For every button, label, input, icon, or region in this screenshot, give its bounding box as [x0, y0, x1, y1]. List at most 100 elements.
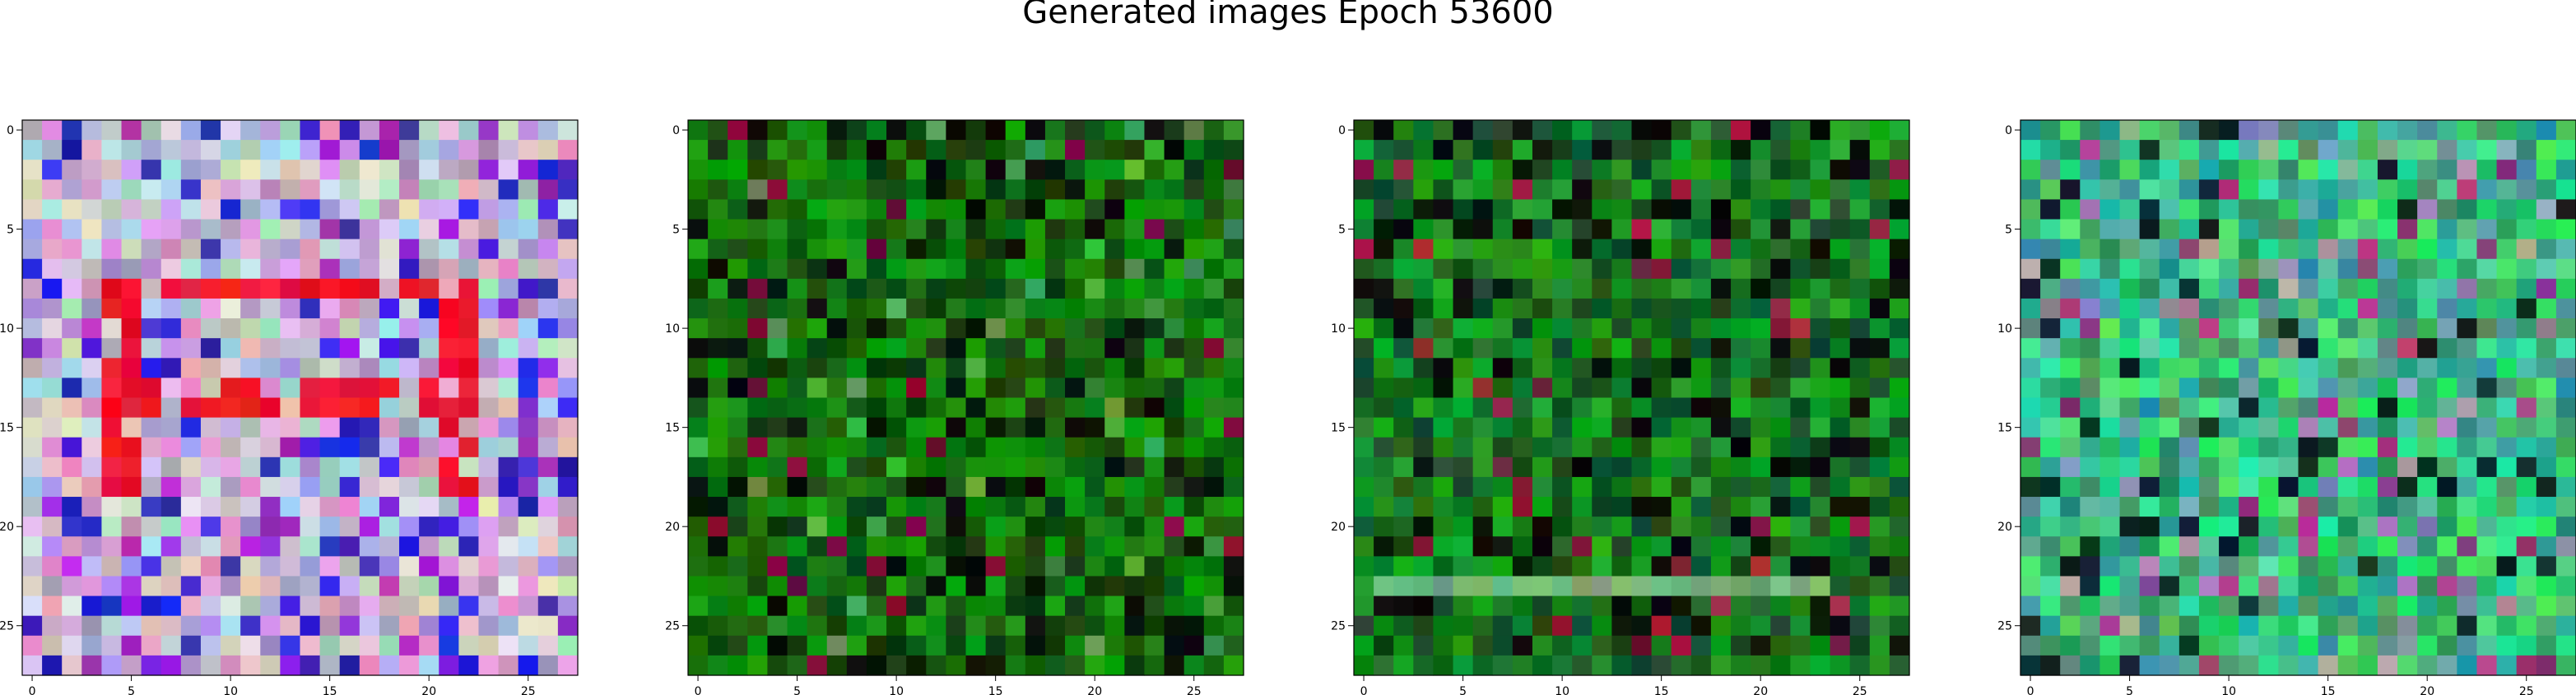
pixel: [1104, 358, 1125, 378]
pixel: [160, 456, 182, 478]
pixel: [985, 120, 1007, 141]
pixel: [688, 278, 709, 299]
pixel: [2397, 635, 2418, 656]
pixel: [926, 298, 946, 319]
pixel: [1889, 397, 1910, 419]
pixel: [81, 318, 103, 339]
pixel: [1830, 219, 1851, 240]
pixel: [1790, 397, 1811, 419]
pixel: [1869, 199, 1890, 220]
pixel: [2496, 615, 2518, 637]
generated-image-3: [1354, 120, 1910, 676]
pixel: [498, 517, 519, 537]
pixel: [2258, 595, 2279, 617]
pixel: [946, 160, 967, 180]
pixel: [866, 476, 887, 498]
pixel: [2258, 120, 2279, 141]
pixel: [886, 517, 907, 537]
pixel: [1611, 239, 1633, 260]
pixel: [2417, 160, 2438, 180]
pixel: [200, 160, 221, 180]
pixel: [1830, 497, 1851, 517]
pixel: [2377, 239, 2398, 260]
pixel: [1572, 278, 1593, 299]
pixel: [886, 456, 907, 478]
pixel: [518, 179, 539, 201]
pixel: [1532, 160, 1553, 180]
pixel: [359, 239, 380, 260]
pixel: [2278, 179, 2299, 201]
pixel: [1611, 497, 1633, 517]
pixel: [2516, 595, 2537, 617]
pixel: [1203, 140, 1225, 160]
pixel: [2040, 318, 2061, 339]
pixel: [1532, 120, 1553, 141]
pixel: [300, 397, 321, 419]
pixel: [747, 576, 769, 597]
x-tick: 15: [2321, 675, 2336, 695]
pixel: [1731, 595, 1751, 617]
pixel: [866, 456, 887, 478]
pixel: [2080, 595, 2101, 617]
pixel: [2278, 437, 2299, 458]
pixel: [1790, 298, 1811, 319]
pixel: [1203, 120, 1225, 141]
pixel: [62, 517, 82, 537]
pixel: [1751, 595, 1771, 617]
pixel: [1044, 219, 1066, 240]
pixel: [1085, 397, 1105, 419]
pixel: [1164, 635, 1185, 656]
pixel: [1354, 278, 1374, 299]
pixel: [240, 437, 261, 458]
pixel: [2476, 615, 2498, 637]
pixel: [300, 497, 321, 517]
pixel: [419, 655, 439, 676]
pixel: [2219, 219, 2239, 240]
pixel: [300, 358, 321, 378]
x-tick-label: 20: [421, 685, 436, 695]
pixel: [1592, 298, 1612, 319]
pixel: [985, 556, 1007, 577]
pixel: [1552, 338, 1573, 359]
pixel: [2119, 140, 2141, 160]
pixel: [2099, 417, 2121, 438]
pixel: [846, 456, 867, 478]
pixel: [1492, 120, 1514, 141]
pixel: [1164, 655, 1185, 676]
pixel: [240, 595, 261, 617]
pixel: [747, 258, 769, 280]
pixel: [2080, 456, 2101, 478]
pixel: [1512, 456, 1533, 478]
pixel: [1731, 338, 1751, 359]
pixel: [439, 298, 459, 319]
pixel: [1572, 298, 1593, 319]
pixel: [2357, 655, 2378, 676]
pixel: [2159, 160, 2180, 180]
pixel: [419, 497, 439, 517]
pixel: [2198, 595, 2220, 617]
pixel: [498, 179, 519, 201]
pixel: [1374, 497, 1394, 517]
pixel: [1354, 517, 1374, 537]
pixel: [1830, 517, 1851, 537]
pixel: [180, 576, 202, 597]
pixel: [767, 298, 788, 319]
pixel: [2080, 179, 2101, 201]
pixel: [439, 417, 459, 438]
pixel: [1393, 476, 1414, 498]
pixel: [886, 258, 907, 280]
pixel: [81, 278, 103, 299]
pixel: [498, 338, 519, 359]
pixel: [22, 517, 43, 537]
pixel: [1374, 456, 1394, 478]
pixel: [2318, 358, 2339, 378]
pixel: [846, 199, 867, 220]
pixel: [2357, 179, 2378, 201]
pixel: [1144, 358, 1165, 378]
pixel: [2496, 179, 2518, 201]
pixel: [1044, 179, 1066, 201]
pixel: [2377, 258, 2398, 280]
pixel: [1354, 576, 1374, 597]
pixel: [767, 615, 788, 637]
